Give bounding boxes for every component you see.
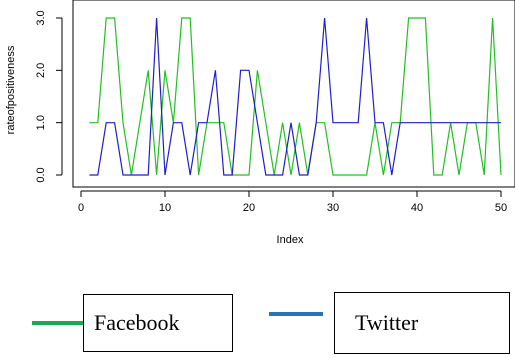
x-tick-label: 20	[243, 202, 255, 214]
x-tick-label: 0	[78, 202, 84, 214]
y-tick-label: 2.0	[35, 63, 47, 78]
x-tick-label: 10	[159, 202, 171, 214]
twitter-legend-box: Twitter	[334, 292, 510, 354]
x-tick-label: 40	[411, 202, 423, 214]
twitter-legend-line	[269, 312, 323, 316]
x-tick-label: 50	[495, 202, 507, 214]
plot-lines	[89, 17, 502, 176]
y-tick-label: 1.0	[35, 115, 47, 130]
x-axis-label: Index	[277, 234, 304, 246]
y-tick-label: 0.0	[35, 167, 47, 182]
x-axis: 0 10 20 30 40 50	[78, 190, 507, 214]
facebook-legend-line	[32, 321, 84, 325]
x-tick-label: 30	[327, 202, 339, 214]
facebook-legend-label: Facebook	[94, 310, 180, 335]
y-tick-label: 3.0	[35, 10, 47, 25]
twitter-legend-label: Twitter	[355, 310, 419, 335]
facebook-legend-box: Facebook	[83, 294, 233, 352]
y-axis: 0.0 1.0 2.0 3.0	[35, 10, 63, 183]
line-chart: 0 10 20 30 40 50 0.0 1.0 2.0 3.0 Index rateofpos…	[5, 0, 515, 246]
plot-frame	[72, 0, 515, 188]
y-axis-label: rateofpositiveness	[5, 45, 17, 134]
series-line-twitter	[89, 17, 501, 176]
